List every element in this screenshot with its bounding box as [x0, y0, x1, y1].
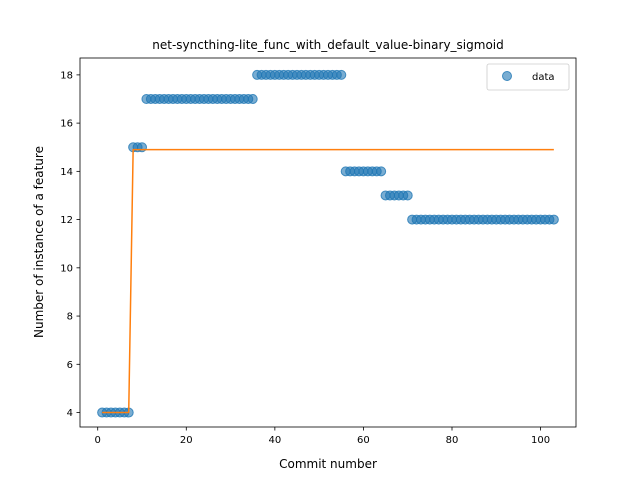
data-point [376, 166, 387, 177]
fit-line-layer [102, 148, 554, 414]
x-tick-label: 100 [531, 435, 550, 446]
y-axis-label: Number of instance of a feature [32, 146, 46, 338]
y-tick-label: 10 [60, 263, 73, 274]
fit-line [102, 148, 554, 414]
y-tick-label: 8 [67, 312, 73, 323]
x-tick-label: 80 [446, 435, 459, 446]
legend-marker [502, 71, 512, 81]
data-points-layer [97, 69, 559, 418]
x-tick-label: 60 [357, 435, 370, 446]
y-tick-label: 6 [67, 360, 73, 371]
x-axis-ticks: 0 20 40 60 80 100 [95, 427, 550, 446]
x-tick-label: 40 [268, 435, 281, 446]
legend-box [486, 63, 570, 91]
data-point [336, 69, 347, 80]
y-axis-ticks: 4 6 8 10 12 14 16 18 [60, 70, 80, 419]
x-tick-label: 0 [95, 435, 101, 446]
y-tick-label: 12 [60, 215, 73, 226]
data-point [247, 94, 258, 104]
x-tick-label: 20 [180, 435, 193, 446]
y-tick-label: 18 [60, 70, 73, 81]
chart-title: net-syncthing-lite_func_with_default_val… [152, 38, 504, 52]
data-point [402, 190, 413, 201]
legend-label-data: data [532, 72, 555, 83]
legend: data [486, 63, 570, 91]
x-axis-label: Commit number [279, 457, 377, 471]
plot-frame [79, 57, 577, 428]
y-tick-label: 16 [60, 119, 73, 130]
y-tick-label: 14 [60, 167, 73, 178]
y-tick-label: 4 [67, 408, 73, 419]
data-point [548, 214, 559, 225]
